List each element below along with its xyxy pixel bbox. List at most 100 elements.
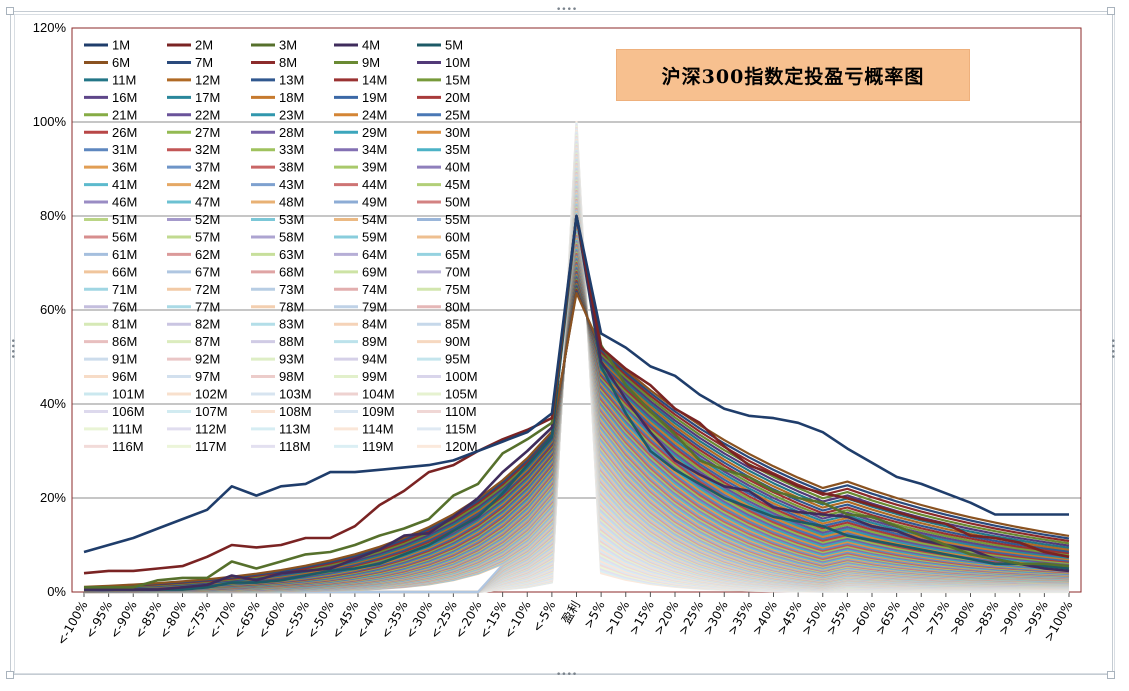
legend-item: 37M xyxy=(167,160,220,175)
legend-label: 66M xyxy=(112,264,137,279)
legend-label: 108M xyxy=(279,404,312,419)
legend-label: 94M xyxy=(362,352,387,367)
legend-item: 35M xyxy=(417,142,470,157)
legend-item: 85M xyxy=(417,317,470,332)
legend-item: 56M xyxy=(84,229,137,244)
y-tick-label: 120% xyxy=(33,20,67,35)
legend-label: 74M xyxy=(362,282,387,297)
legend-item: 91M xyxy=(84,352,137,367)
resize-handle-left[interactable]: •••• xyxy=(7,338,17,360)
y-axis: 0% 20% 40% 60% 80% 100% 120% xyxy=(33,20,67,599)
legend-label: 2M xyxy=(195,38,213,53)
legend-item: 21M xyxy=(84,107,137,122)
legend-label: 32M xyxy=(195,142,220,157)
resize-handle-bottom[interactable]: •••• xyxy=(556,670,578,680)
legend-label: 63M xyxy=(279,247,304,262)
legend-label: 77M xyxy=(195,299,220,314)
legend-item: 119M xyxy=(334,439,394,454)
resize-handle-bottom-left[interactable] xyxy=(6,671,14,679)
legend-label: 34M xyxy=(362,142,387,157)
legend-item: 29M xyxy=(334,125,387,140)
legend-label: 89M xyxy=(362,334,387,349)
legend-item: 41M xyxy=(84,177,137,192)
legend-label: 113M xyxy=(279,421,311,436)
legend-label: 60M xyxy=(445,229,470,244)
legend-label: 39M xyxy=(362,160,387,175)
legend-item: 115M xyxy=(417,421,477,436)
resize-handle-right[interactable]: •••• xyxy=(1107,338,1117,360)
legend-item: 103M xyxy=(251,387,312,402)
legend-label: 51M xyxy=(112,212,137,227)
legend-label: 31M xyxy=(112,142,137,157)
legend-label: 82M xyxy=(195,317,220,332)
legend-item: 58M xyxy=(251,229,304,244)
legend-label: 109M xyxy=(362,404,395,419)
legend-item: 79M xyxy=(334,299,387,314)
legend-label: 106M xyxy=(112,404,145,419)
legend-label: 92M xyxy=(195,352,220,367)
y-tick-label: 40% xyxy=(40,396,66,411)
legend-item: 23M xyxy=(251,107,304,122)
legend-item: 48M xyxy=(251,195,304,210)
legend-item: 43M xyxy=(251,177,304,192)
legend-label: 84M xyxy=(362,317,387,332)
legend-label: 55M xyxy=(445,212,470,227)
legend-item: 102M xyxy=(167,387,228,402)
legend-label: 100M xyxy=(445,369,478,384)
legend-label: 56M xyxy=(112,229,137,244)
legend-item: 92M xyxy=(167,352,220,367)
legend-label: 112M xyxy=(195,421,227,436)
legend-label: 88M xyxy=(279,334,304,349)
legend-item: 76M xyxy=(84,299,137,314)
legend-item: 87M xyxy=(167,334,220,349)
legend-item: 78M xyxy=(251,299,304,314)
legend-label: 115M xyxy=(445,421,477,436)
legend-item: 44M xyxy=(334,177,387,192)
legend-item: 80M xyxy=(417,299,470,314)
legend-label: 57M xyxy=(195,229,220,244)
legend-item: 95M xyxy=(417,352,470,367)
legend-label: 99M xyxy=(362,369,387,384)
legend-item: 25M xyxy=(417,107,470,122)
legend-item: 16M xyxy=(84,90,137,105)
legend-item: 106M xyxy=(84,404,145,419)
legend-item: 110M xyxy=(417,404,477,419)
legend-label: 53M xyxy=(279,212,304,227)
legend-item: 72M xyxy=(167,282,220,297)
resize-handle-top-left[interactable] xyxy=(6,7,14,15)
legend-label: 24M xyxy=(362,107,387,122)
legend-item: 96M xyxy=(84,369,137,384)
resize-handle-top-right[interactable] xyxy=(1107,7,1115,15)
legend-label: 120M xyxy=(445,439,478,454)
legend-label: 119M xyxy=(362,439,394,454)
legend-label: 78M xyxy=(279,299,304,314)
legend-label: 38M xyxy=(279,160,304,175)
legend-item: 57M xyxy=(167,229,220,244)
legend-label: 105M xyxy=(445,387,478,402)
legend-label: 47M xyxy=(195,195,220,210)
legend-label: 20M xyxy=(445,90,470,105)
legend-label: 46M xyxy=(112,195,137,210)
legend-label: 58M xyxy=(279,229,304,244)
legend-item: 104M xyxy=(334,387,395,402)
legend-label: 26M xyxy=(112,125,137,140)
legend-item: 114M xyxy=(334,421,394,436)
x-tick-label: <-5% xyxy=(530,599,559,635)
legend: 1M 2M 3M 4M 5M 6M 7M 8M 9M 10M 11M 12M 13M 14M 15M 16M 1… xyxy=(84,38,478,454)
legend-item: 99M xyxy=(334,369,387,384)
legend-label: 118M xyxy=(279,439,311,454)
legend-label: 52M xyxy=(195,212,220,227)
legend-item: 14M xyxy=(334,72,387,87)
legend-item: 83M xyxy=(251,317,304,332)
legend-item: 90M xyxy=(417,334,470,349)
x-axis: <-100%<-95%<-90%<-85%<-80%<-75%<-70%<-65… xyxy=(54,592,1076,648)
legend-label: 107M xyxy=(195,404,228,419)
chart-frame xyxy=(10,11,1113,675)
legend-label: 61M xyxy=(112,247,137,262)
legend-item: 34M xyxy=(334,142,387,157)
legend-item: 118M xyxy=(251,439,311,454)
legend-label: 8M xyxy=(279,55,297,70)
resize-handle-top[interactable]: •••• xyxy=(556,5,578,15)
resize-handle-bottom-right[interactable] xyxy=(1107,671,1115,679)
legend-label: 10M xyxy=(445,55,470,70)
